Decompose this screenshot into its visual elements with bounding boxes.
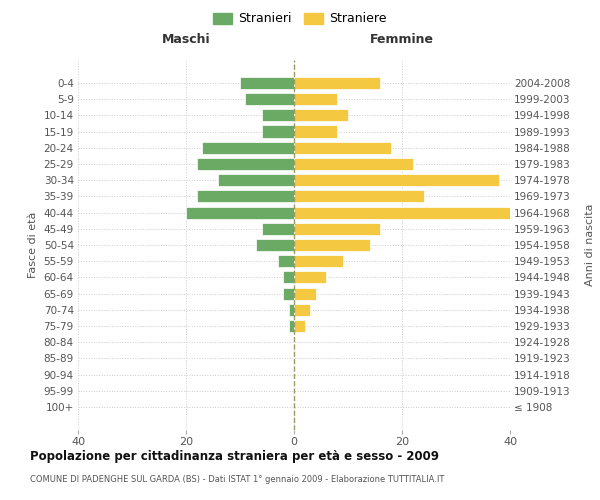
Text: COMUNE DI PADENGHE SUL GARDA (BS) - Dati ISTAT 1° gennaio 2009 - Elaborazione TU: COMUNE DI PADENGHE SUL GARDA (BS) - Dati… xyxy=(30,475,445,484)
Text: Popolazione per cittadinanza straniera per età e sesso - 2009: Popolazione per cittadinanza straniera p… xyxy=(30,450,439,463)
Bar xyxy=(262,222,294,235)
Bar xyxy=(262,109,294,122)
Bar xyxy=(294,126,337,138)
Bar xyxy=(283,272,294,283)
Bar xyxy=(245,93,294,105)
Bar xyxy=(294,239,370,251)
Legend: Stranieri, Straniere: Stranieri, Straniere xyxy=(209,8,391,29)
Bar xyxy=(294,304,310,316)
Bar xyxy=(218,174,294,186)
Bar xyxy=(186,206,294,218)
Bar xyxy=(278,255,294,268)
Bar xyxy=(294,109,348,122)
Bar xyxy=(294,190,424,202)
Y-axis label: Anni di nascita: Anni di nascita xyxy=(585,204,595,286)
Bar xyxy=(294,206,510,218)
Bar xyxy=(294,158,413,170)
Bar xyxy=(294,320,305,332)
Text: Femmine: Femmine xyxy=(370,32,434,46)
Y-axis label: Fasce di età: Fasce di età xyxy=(28,212,38,278)
Bar xyxy=(289,320,294,332)
Bar xyxy=(294,272,326,283)
Bar xyxy=(197,190,294,202)
Bar xyxy=(294,142,391,154)
Bar xyxy=(240,77,294,89)
Bar xyxy=(294,222,380,235)
Bar xyxy=(294,93,337,105)
Bar xyxy=(202,142,294,154)
Bar xyxy=(294,255,343,268)
Bar xyxy=(283,288,294,300)
Bar xyxy=(262,126,294,138)
Text: Maschi: Maschi xyxy=(161,32,211,46)
Bar xyxy=(294,288,316,300)
Bar xyxy=(197,158,294,170)
Bar xyxy=(256,239,294,251)
Bar xyxy=(294,77,380,89)
Bar xyxy=(289,304,294,316)
Bar xyxy=(294,174,499,186)
